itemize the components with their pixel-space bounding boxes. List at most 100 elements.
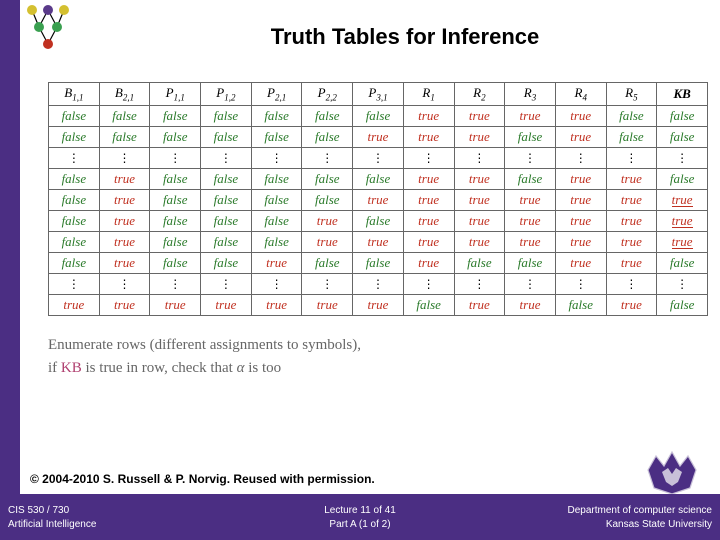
truth-cell: true <box>403 252 454 273</box>
vdots-cell: ⋮ <box>657 147 708 168</box>
truth-cell: true <box>505 105 556 126</box>
vdots-cell: ⋮ <box>454 147 505 168</box>
truth-cell: false <box>251 126 302 147</box>
network-logo-icon <box>22 4 76 50</box>
truth-cell: false <box>251 168 302 189</box>
truth-cell: false <box>49 168 100 189</box>
caption-text: is too <box>244 360 281 376</box>
vdots-cell: ⋮ <box>150 273 201 294</box>
vdots-cell: ⋮ <box>555 273 606 294</box>
truth-cell: false <box>505 126 556 147</box>
truth-cell: false <box>49 210 100 231</box>
vdots-cell: ⋮ <box>403 273 454 294</box>
truth-cell: false <box>353 210 404 231</box>
truth-cell: true <box>150 294 201 315</box>
col-header: P1,1 <box>150 83 201 106</box>
table-row: falsetruefalsefalsefalsetruefalsetruetru… <box>49 210 708 231</box>
truth-cell: true <box>403 105 454 126</box>
vdots-cell: ⋮ <box>251 147 302 168</box>
truth-cell: true <box>454 294 505 315</box>
truth-cell: false <box>657 126 708 147</box>
truth-cell: false <box>201 252 252 273</box>
truth-cell: false <box>251 231 302 252</box>
truth-cell: true <box>505 210 556 231</box>
truth-cell: false <box>302 126 353 147</box>
truth-cell: true <box>99 210 150 231</box>
university: Kansas State University <box>567 518 712 532</box>
caption-line-2: if KB is true in row, check that α is to… <box>48 357 700 380</box>
truth-cell: false <box>302 252 353 273</box>
truth-cell: false <box>201 126 252 147</box>
vdots-cell: ⋮ <box>555 147 606 168</box>
truth-cell: false <box>606 126 657 147</box>
col-header: P2,2 <box>302 83 353 106</box>
table-row: ⋮⋮⋮⋮⋮⋮⋮⋮⋮⋮⋮⋮⋮ <box>49 147 708 168</box>
table-row: falsetruefalsefalsefalsefalsefalsetruetr… <box>49 168 708 189</box>
truth-cell: true <box>606 252 657 273</box>
table-row: ⋮⋮⋮⋮⋮⋮⋮⋮⋮⋮⋮⋮⋮ <box>49 273 708 294</box>
truth-cell: false <box>353 168 404 189</box>
truth-cell: true <box>555 210 606 231</box>
caption-line-1: Enumerate rows (different assignments to… <box>48 334 700 357</box>
truth-cell: true <box>555 126 606 147</box>
truth-cell: true <box>99 231 150 252</box>
truth-cell: true <box>403 210 454 231</box>
truth-cell: false <box>201 189 252 210</box>
truth-cell: true <box>403 126 454 147</box>
table-row: falsefalsefalsefalsefalsefalsefalsetruet… <box>49 105 708 126</box>
vdots-cell: ⋮ <box>403 147 454 168</box>
truth-cell: false <box>251 105 302 126</box>
truth-cell: true <box>454 126 505 147</box>
truth-cell: false <box>99 126 150 147</box>
vdots-cell: ⋮ <box>505 147 556 168</box>
truth-cell: true <box>606 168 657 189</box>
vdots-cell: ⋮ <box>150 147 201 168</box>
truth-cell: false <box>505 252 556 273</box>
truth-cell: true <box>251 252 302 273</box>
truth-cell: false <box>49 105 100 126</box>
truth-cell: false <box>150 189 201 210</box>
truth-cell: true <box>505 294 556 315</box>
col-header: P3,1 <box>353 83 404 106</box>
truth-cell: true <box>505 189 556 210</box>
truth-cell: true <box>454 189 505 210</box>
truth-cell: false <box>353 105 404 126</box>
col-header: P1,2 <box>201 83 252 106</box>
table-row: truetruetruetruetruetruetruefalsetruetru… <box>49 294 708 315</box>
vdots-cell: ⋮ <box>99 147 150 168</box>
vdots-cell: ⋮ <box>49 147 100 168</box>
table-row: falsetruefalsefalsefalsetruetruetruetrue… <box>49 231 708 252</box>
truth-cell: false <box>99 105 150 126</box>
caption-kb: KB <box>61 360 82 376</box>
table-row: falsetruefalsefalsefalsefalsetruetruetru… <box>49 189 708 210</box>
truth-cell: true <box>606 189 657 210</box>
truth-cell: false <box>251 189 302 210</box>
credit-line: © 2004-2010 S. Russell & P. Norvig. Reus… <box>30 472 375 486</box>
truth-cell: true <box>302 231 353 252</box>
truth-cell: false <box>49 189 100 210</box>
truth-cell: true <box>555 105 606 126</box>
truth-cell: true <box>555 231 606 252</box>
truth-cell: true <box>657 210 708 231</box>
slide-title: Truth Tables for Inference <box>110 24 700 50</box>
truth-cell: false <box>302 189 353 210</box>
truth-cell: true <box>657 231 708 252</box>
footer-right: Department of computer science Kansas St… <box>567 504 712 532</box>
truth-cell: true <box>454 168 505 189</box>
caption-text: is true in row, check that <box>82 360 237 376</box>
truth-cell: true <box>403 189 454 210</box>
truth-cell: false <box>353 252 404 273</box>
truth-cell: false <box>150 105 201 126</box>
truth-cell: true <box>201 294 252 315</box>
col-header: P2,1 <box>251 83 302 106</box>
truth-cell: true <box>302 294 353 315</box>
table-row: falsefalsefalsefalsefalsefalsetruetruetr… <box>49 126 708 147</box>
truth-cell: true <box>454 210 505 231</box>
truth-cell: false <box>150 126 201 147</box>
truth-cell: false <box>150 210 201 231</box>
truth-cell: false <box>606 105 657 126</box>
truth-cell: true <box>403 168 454 189</box>
footer: CIS 530 / 730 Artificial Intelligence Le… <box>0 494 720 540</box>
truth-cell: false <box>657 252 708 273</box>
truth-table: B1,1B2,1P1,1P1,2P2,1P2,2P3,1R1R2R3R4R5KB… <box>48 82 708 316</box>
